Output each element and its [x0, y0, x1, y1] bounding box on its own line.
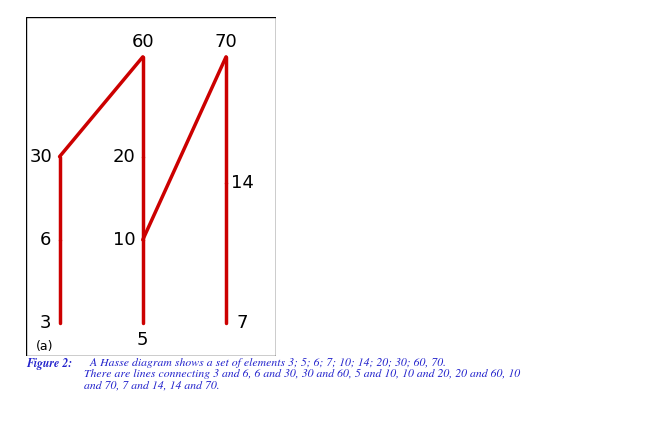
Text: 5: 5 — [137, 331, 148, 349]
Text: 30: 30 — [30, 148, 52, 166]
Text: 20: 20 — [113, 148, 135, 166]
Text: A Hasse diagram shows a set of elements 3; 5; 6; 7; 10; 14; 20; 30; 60, 70.
Ther: A Hasse diagram shows a set of elements … — [83, 357, 520, 391]
Text: 70: 70 — [215, 33, 237, 51]
Text: 10: 10 — [113, 231, 135, 249]
Text: 3: 3 — [39, 314, 51, 332]
Text: 60: 60 — [131, 33, 154, 51]
Text: (a): (a) — [36, 340, 54, 353]
Text: 14: 14 — [231, 174, 254, 192]
FancyBboxPatch shape — [26, 17, 276, 356]
Text: 6: 6 — [39, 231, 51, 249]
Text: 7: 7 — [237, 314, 248, 332]
Text: Figure 2:: Figure 2: — [26, 357, 72, 370]
